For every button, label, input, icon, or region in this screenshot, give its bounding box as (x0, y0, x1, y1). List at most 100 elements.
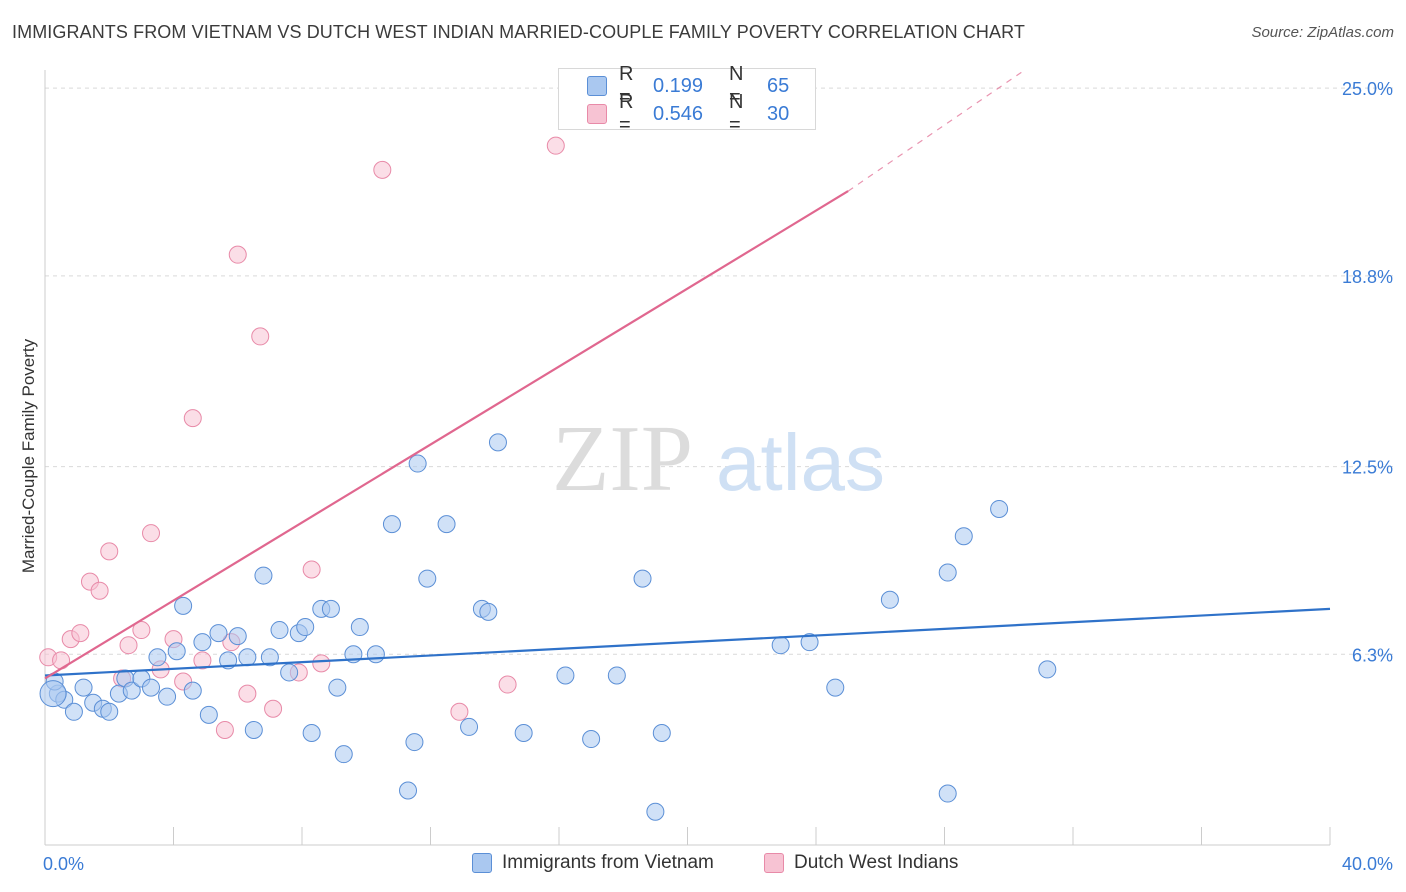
r-value: 0.199 (653, 74, 704, 97)
vietnam-point (122, 681, 141, 700)
dutch-west-indians-swatch (587, 104, 607, 124)
vietnam-points (39, 433, 1057, 821)
vietnam-point (1038, 660, 1057, 679)
vietnam-point (514, 723, 533, 742)
vietnam-trend-line (44, 607, 1331, 677)
legend-label-vietnam: Immigrants from Vietnam (502, 852, 714, 873)
vietnam-point (646, 802, 665, 821)
vietnam-point (366, 645, 385, 664)
dutch-west-indians-point (215, 720, 234, 739)
dutch-west-indians-point (450, 702, 469, 721)
dutch-west-indians-point (193, 651, 212, 670)
dutch-west-indians-point (183, 409, 202, 428)
dutch-west-indians-legend-swatch (764, 853, 784, 873)
vietnam-point (100, 702, 119, 721)
legend-item-vietnam[interactable]: Immigrants from Vietnam (472, 852, 714, 874)
dutch-west-indians-point (142, 524, 161, 543)
vietnam-legend-swatch (472, 853, 492, 873)
dutch-west-indians-point (71, 624, 90, 643)
vietnam-point (238, 648, 257, 667)
watermark-atlas: atlas (716, 418, 885, 507)
vietnam-point (254, 566, 273, 585)
vietnam-point (350, 618, 369, 637)
vietnam-point (158, 687, 177, 706)
vietnam-point (488, 433, 507, 452)
dutch-west-indians-point (90, 581, 109, 600)
dutch-west-indians-point (251, 327, 270, 346)
trend-lines (44, 69, 1331, 680)
watermark: ZIP atlas (552, 407, 885, 511)
vietnam-point (321, 599, 340, 618)
x-tick-label: 0.0% (43, 854, 84, 874)
dutch-west-indians-point (302, 560, 321, 579)
r-value: 0.546 (653, 102, 704, 125)
vietnam-point (460, 717, 479, 736)
vietnam-point (280, 663, 299, 682)
n-value: 65 (767, 74, 790, 97)
y-tick-label: 12.5% (1342, 458, 1393, 478)
vietnam-point (270, 621, 289, 640)
vietnam-point (652, 723, 671, 742)
series-legend: Immigrants from Vietnam Dutch West India… (0, 852, 1406, 878)
vietnam-point (938, 784, 957, 803)
vietnam-point (800, 633, 819, 652)
n-label: N = (729, 63, 744, 108)
vietnam-point (183, 681, 202, 700)
vietnam-point (174, 596, 193, 615)
vietnam-point (582, 730, 601, 749)
dutch-west-indians-point (228, 245, 247, 264)
source-label: Source: ZipAtlas.com (1251, 24, 1394, 41)
vietnam-point (219, 651, 238, 670)
vietnam-point (199, 705, 218, 724)
vietnam-point (260, 648, 279, 667)
vietnam-swatch (587, 76, 607, 96)
vietnam-point (167, 642, 186, 661)
vietnam-point (826, 678, 845, 697)
vietnam-point (193, 633, 212, 652)
tick-labels: 6.3% 12.5% 18.8% 25.0% 0.0% 40.0% (43, 79, 1393, 874)
vietnam-point (408, 454, 427, 473)
dutch-west-indians-point (373, 160, 392, 179)
dutch-west-indians-point (100, 542, 119, 561)
vietnam-point (228, 627, 247, 646)
y-tick-label: 18.8% (1342, 267, 1393, 287)
vietnam-point (64, 702, 83, 721)
vietnam-point (302, 723, 321, 742)
vietnam-point (74, 678, 93, 697)
legend-item-dutch-west-indians[interactable]: Dutch West Indians (764, 852, 958, 874)
vietnam-point (39, 680, 67, 708)
vietnam-point (244, 720, 263, 739)
dutch-west-indians-point (546, 136, 565, 155)
vietnam-point (328, 678, 347, 697)
r-label: R = (619, 91, 634, 136)
chart-title: IMMIGRANTS FROM VIETNAM VS DUTCH WEST IN… (12, 22, 1025, 42)
dutch-west-indians-point (238, 684, 257, 703)
vietnam-point (938, 563, 957, 582)
r-label: R = (619, 63, 634, 108)
vietnam-point (382, 515, 401, 534)
vietnam-point (296, 618, 315, 637)
y-axis-label: Married-Couple Family Poverty (19, 338, 38, 573)
vietnam-point (209, 624, 228, 643)
vietnam-point (607, 666, 626, 685)
n-value: 30 (767, 102, 790, 125)
vietnam-point (771, 636, 790, 655)
n-label: N = (729, 91, 744, 136)
dutch-west-indians-point (119, 636, 138, 655)
x-tick-label: 40.0% (1342, 854, 1393, 874)
vietnam-point (334, 745, 353, 764)
vietnam-point (142, 678, 161, 697)
vietnam-point (418, 569, 437, 588)
dutch-west-indians-trend-line (44, 190, 849, 680)
dutch-west-indians-point (312, 654, 331, 673)
legend-label-dutch-west-indians: Dutch West Indians (794, 852, 959, 873)
dutch-west-indians-point (498, 675, 517, 694)
vietnam-point (880, 590, 899, 609)
dutch-west-indians-point (132, 621, 151, 640)
dutch-west-indians-point (264, 699, 283, 718)
axes (44, 70, 1331, 846)
watermark-zip: ZIP (552, 407, 693, 511)
y-tick-label: 25.0% (1342, 79, 1393, 99)
vietnam-point (633, 569, 652, 588)
